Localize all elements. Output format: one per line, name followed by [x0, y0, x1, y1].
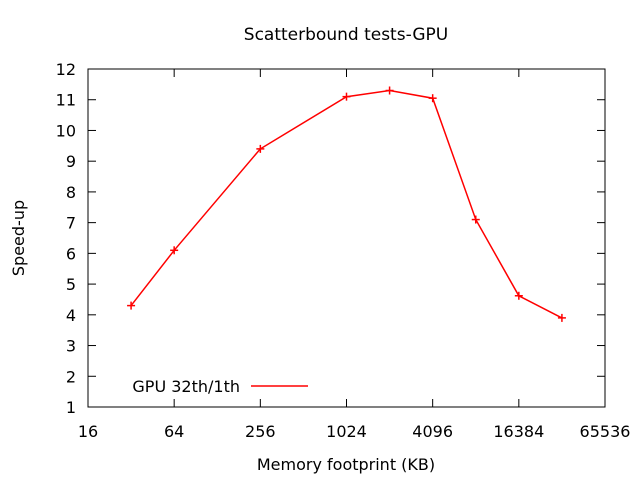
plot-area-frame — [87, 68, 606, 408]
x-tick-label: 65536 — [580, 422, 631, 441]
y-tick-label: 9 — [66, 152, 76, 171]
x-tick-label: 16 — [78, 422, 98, 441]
x-tick-label: 64 — [164, 422, 184, 441]
y-tick-label: 11 — [56, 91, 76, 110]
x-tick-label: 1024 — [326, 422, 367, 441]
data-point-marker — [471, 215, 480, 224]
legend: GPU 32th/1th — [132, 377, 308, 396]
x-tick-label: 256 — [245, 422, 276, 441]
x-axis-title: Memory footprint (KB) — [257, 455, 435, 474]
data-point-marker — [557, 313, 566, 322]
series-line — [130, 89, 563, 319]
x-tick-label: 16384 — [493, 422, 544, 441]
chart-title: Scatterbound tests-GPU — [244, 25, 448, 45]
y-tick-label: 5 — [66, 275, 76, 294]
x-axis: 16 64 256 1024 4096 16384 65536 — [78, 69, 631, 441]
y-tick-label: 10 — [56, 121, 76, 140]
y-tick-label: 1 — [66, 398, 76, 417]
y-tick-label: 2 — [66, 367, 76, 386]
data-point-marker — [514, 291, 523, 300]
data-point-marker — [170, 246, 179, 255]
data-point-marker — [256, 144, 265, 153]
y-tick-label: 8 — [66, 183, 76, 202]
y-tick-label: 3 — [66, 337, 76, 356]
x-tick-label: 4096 — [412, 422, 453, 441]
y-tick-label: 4 — [66, 306, 76, 325]
y-axis-title: Speed-up — [9, 200, 28, 276]
y-tick-label: 12 — [56, 60, 76, 79]
series-layer — [127, 86, 566, 322]
data-point-marker — [385, 86, 394, 95]
data-point-marker — [428, 94, 437, 103]
data-point-marker — [127, 301, 136, 310]
y-tick-label: 7 — [66, 214, 76, 233]
data-point-marker — [342, 92, 351, 101]
y-tick-label: 6 — [66, 244, 76, 263]
legend-label: GPU 32th/1th — [132, 377, 240, 396]
